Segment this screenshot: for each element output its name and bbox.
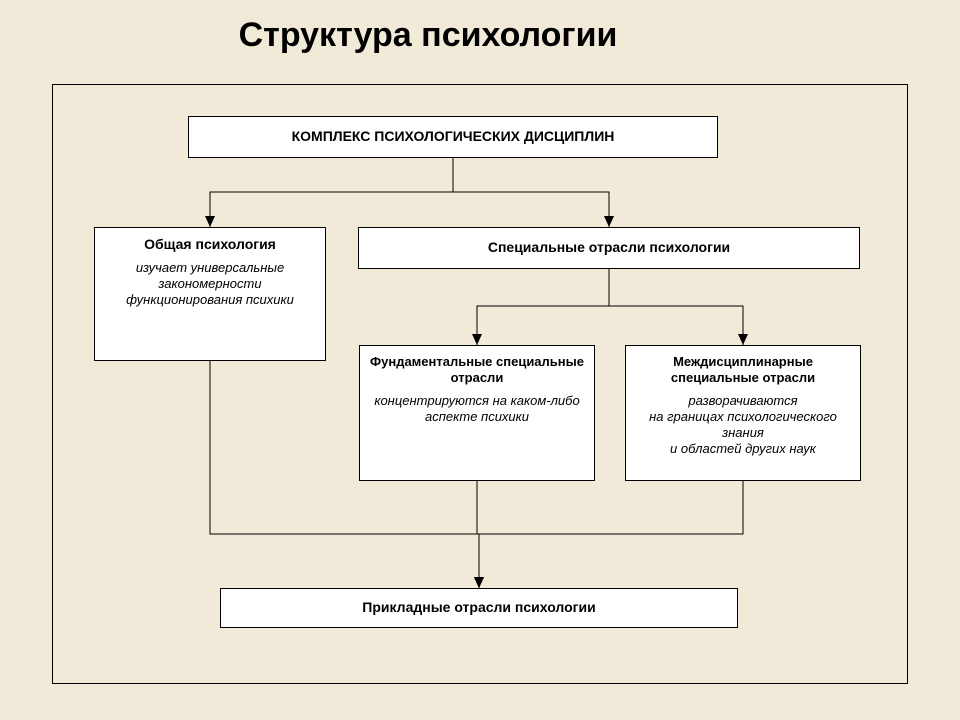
page-title: Структура психологии — [178, 16, 678, 62]
page-title-text: Структура психологии — [239, 16, 618, 54]
node-desc: концентрируются на каком-либо аспекте пс… — [370, 393, 584, 426]
node-heading: Фундаментальные специальные отрасли — [370, 354, 584, 387]
node-heading: Специальные отрасли психологии — [488, 239, 730, 257]
node-fundamental: Фундаментальные специальные отрасли конц… — [359, 345, 595, 481]
node-heading: КОМПЛЕКС ПСИХОЛОГИЧЕСКИХ ДИСЦИПЛИН — [292, 128, 615, 146]
node-applied: Прикладные отрасли психологии — [220, 588, 738, 628]
node-heading: Междисциплинарные специальные отрасли — [636, 354, 850, 387]
diagram-canvas: Структура психологии КОМПЛЕКС ПСИХОЛОГИЧ… — [0, 0, 960, 720]
node-special: Специальные отрасли психологии — [358, 227, 860, 269]
node-heading: Общая психология — [144, 236, 276, 254]
node-desc: изучает универсальные закономерности фун… — [105, 260, 315, 309]
node-general: Общая психология изучает универсальные з… — [94, 227, 326, 361]
node-interdisciplinary: Междисциплинарные специальные отрасли ра… — [625, 345, 861, 481]
node-desc: разворачиваются на границах психологичес… — [636, 393, 850, 458]
node-heading: Прикладные отрасли психологии — [362, 599, 595, 617]
node-complex: КОМПЛЕКС ПСИХОЛОГИЧЕСКИХ ДИСЦИПЛИН — [188, 116, 718, 158]
